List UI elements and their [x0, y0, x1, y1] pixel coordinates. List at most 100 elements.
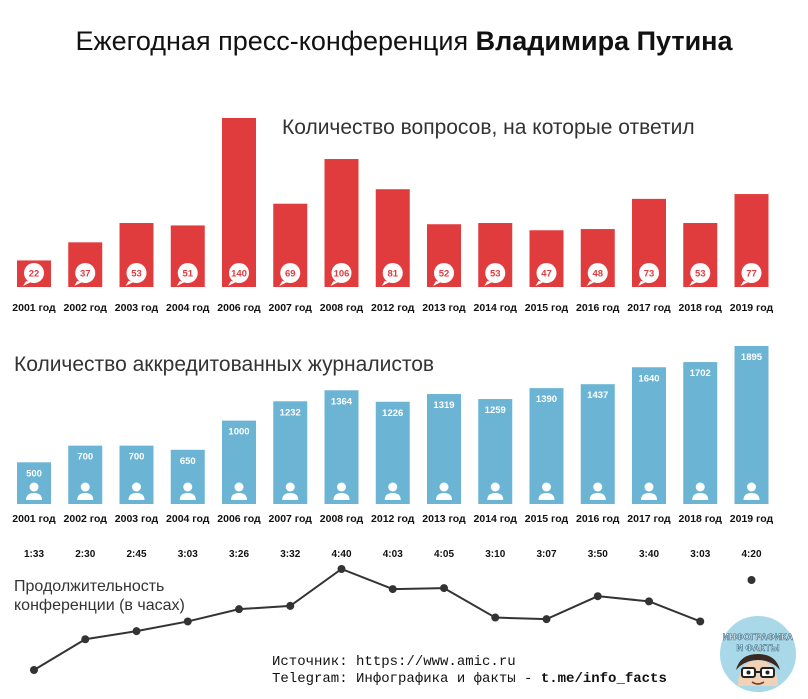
question-bar-group: 53 2014 год [474, 223, 518, 314]
source-note: Источник: https://www.amic.ru Telegram: … [272, 654, 667, 688]
journalist-value-label: 1232 [280, 407, 301, 418]
person-icon-head [132, 482, 141, 492]
speech-bubble-icon [280, 263, 301, 283]
question-bar-group: 140 2006 год [217, 118, 261, 314]
question-value-label: 73 [644, 269, 655, 280]
logo-text-line2: И ФАКТЫ [737, 643, 780, 653]
duration-point [235, 605, 243, 614]
questions-chart-title: Количество вопросов, на которые ответил [282, 116, 695, 139]
question-category-label: 2004 год [166, 302, 210, 314]
telegram-handle: t.me/info_facts [540, 671, 667, 687]
journalist-value-label: 1000 [228, 427, 249, 438]
person-icon-head [490, 482, 500, 492]
question-bar-group: 81 2012 год [371, 189, 415, 314]
duration-value-label: 3:03 [690, 549, 710, 560]
journalist-category-label: 2007 год [269, 513, 313, 525]
question-value-label: 48 [592, 269, 603, 280]
duration-point [81, 635, 90, 644]
duration-value-label: 4:20 [741, 549, 761, 560]
person-icon-body [641, 493, 657, 500]
journalist-value-label: 1226 [382, 408, 403, 419]
journalist-bar-group: 1000 2006 год [217, 420, 261, 525]
page-title: Ежегодная пресс-конференция Владимира Пу… [0, 26, 808, 57]
duration-point [337, 565, 346, 573]
question-category-label: 2013 год [422, 302, 466, 314]
duration-point [440, 584, 448, 593]
question-category-label: 2014 год [474, 302, 518, 314]
duration-line-chart: 1:33 2:30 2:45 3:03 3:26 3:32 4:40 4:03 4:05 3:10… [24, 549, 762, 674]
question-category-label: 2017 год [627, 302, 671, 314]
person-icon-body [77, 493, 94, 500]
question-bar-group: 73 2017 год [627, 198, 671, 314]
duration-value-label: 2:30 [75, 549, 95, 560]
person-icon-head [29, 482, 39, 492]
speech-bubble-tail-icon [23, 281, 31, 286]
speech-bubble-tail-icon [740, 281, 749, 286]
person-icon-head [747, 482, 756, 492]
question-category-label: 2018 год [679, 302, 723, 314]
journalist-category-label: 2012 год [371, 513, 415, 525]
duration-point [132, 627, 141, 636]
speech-bubble-tail-icon [125, 281, 134, 286]
person-icon-body [487, 493, 504, 500]
question-value-label: 37 [80, 269, 91, 280]
journalist-category-label: 2004 год [166, 513, 210, 525]
journalist-category-label: 2008 год [320, 513, 364, 525]
telegram-prefix: Telegram: Инфографика и факты - [272, 671, 541, 687]
speech-bubble-tail-icon [638, 281, 646, 286]
journalist-value-label: 1437 [587, 390, 608, 401]
question-value-label: 52 [439, 269, 450, 280]
duration-value-label: 3:26 [229, 549, 249, 560]
question-category-label: 2016 год [576, 302, 620, 314]
journalist-bar-group: 700 2002 год [64, 445, 107, 525]
speech-bubble-icon [536, 263, 557, 283]
duration-value-label: 2:45 [126, 549, 146, 560]
journalist-bar-group: 1895 2019 год [730, 346, 774, 525]
speech-bubble-tail-icon [176, 281, 185, 286]
journalists-bars: 500 2001 год 700 2002 год 700 2003 год 650 2004… [12, 346, 774, 525]
question-category-label: 2001 год [12, 302, 56, 314]
journalist-category-label: 2003 год [115, 513, 159, 525]
speech-bubble-tail-icon [381, 281, 390, 286]
duration-chart-title-line1: Продолжительность [14, 578, 164, 595]
journalist-bar-group: 700 2003 год [115, 445, 159, 525]
journalist-bar-group: 500 2001 год [12, 462, 56, 525]
person-icon-head [337, 482, 346, 492]
journalist-bar-group: 1259 2014 год [474, 399, 517, 525]
speech-bubble-tail-icon [586, 281, 595, 286]
speech-bubble-icon [331, 263, 352, 283]
person-icon-head [234, 482, 244, 492]
person-icon-head [644, 482, 654, 492]
person-icon-head [80, 482, 90, 492]
journalist-bar-group: 1232 2007 год [269, 401, 313, 525]
question-bar-group: 77 2019 год [730, 194, 774, 314]
duration-point [696, 617, 705, 626]
speech-bubble-tail-icon [433, 281, 441, 286]
question-bar-group: 53 2018 год [679, 223, 723, 314]
duration-value-label: 3:03 [178, 549, 198, 560]
question-bar-group: 69 2007 год [269, 203, 312, 314]
question-bar [222, 118, 256, 287]
duration-value-label: 4:40 [331, 549, 351, 560]
speech-bubble-icon [434, 263, 454, 283]
duration-value-label: 3:07 [536, 549, 556, 560]
person-icon-body [436, 493, 452, 500]
telegram-line: Telegram: Инфографика и факты - t.me/inf… [272, 671, 667, 688]
person-icon-body [333, 493, 350, 500]
speech-bubble-icon [690, 263, 711, 283]
question-value-label: 51 [182, 269, 193, 280]
person-icon-body [743, 493, 760, 500]
speech-bubble-icon [75, 263, 96, 283]
speech-bubble-icon [126, 263, 147, 283]
person-icon-head [695, 482, 705, 492]
question-value-label: 106 [334, 269, 350, 280]
journalist-category-label: 2001 год [12, 513, 56, 525]
duration-value-label: 1:33 [24, 549, 44, 560]
question-value-label: 77 [746, 269, 757, 280]
journalist-value-label: 1895 [741, 352, 763, 363]
journalist-value-label: 1390 [536, 394, 557, 405]
person-icon-head [542, 482, 551, 492]
duration-point [542, 615, 551, 624]
journalist-category-label: 2017 год [627, 513, 671, 525]
journalist-category-label: 2015 год [525, 513, 569, 525]
